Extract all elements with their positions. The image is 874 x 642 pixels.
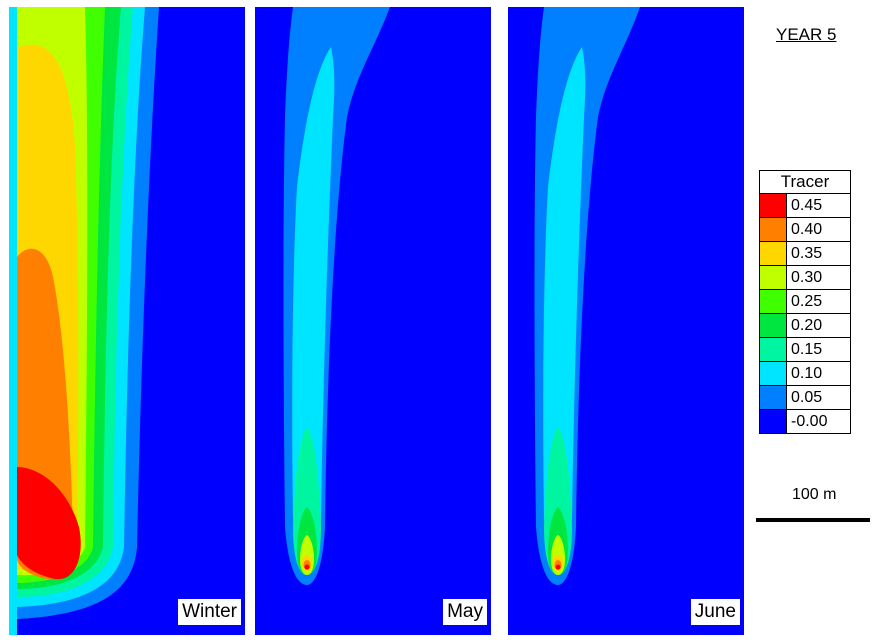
legend-row: 0.40: [760, 218, 850, 242]
legend-value: 0.10: [791, 365, 823, 382]
legend-row: -0.00: [760, 410, 850, 433]
legend-swatch: [760, 290, 787, 313]
legend-title: Tracer: [760, 171, 850, 194]
legend-row: 0.20: [760, 314, 850, 338]
may-plume-map: [255, 7, 491, 635]
panel-may: May: [255, 7, 491, 635]
legend-row: 0.05: [760, 386, 850, 410]
legend-value: 0.40: [791, 221, 823, 238]
legend-row: 0.45: [760, 194, 850, 218]
legend-row: 0.35: [760, 242, 850, 266]
legend-swatch: [760, 242, 787, 265]
legend-value: 0.30: [791, 269, 823, 286]
legend-value: -0.00: [791, 413, 828, 430]
legend-row: 0.30: [760, 266, 850, 290]
panel-winter: Winter: [9, 7, 245, 635]
legend-value: 0.35: [791, 245, 823, 262]
scale-bar: [756, 518, 870, 522]
legend-swatch: [760, 314, 787, 337]
legend-value: 0.20: [791, 317, 823, 334]
legend-swatch: [760, 338, 787, 361]
legend-value: 0.05: [791, 389, 823, 406]
legend-value: 0.45: [791, 197, 823, 214]
legend-swatch: [760, 218, 787, 241]
legend-row: 0.25: [760, 290, 850, 314]
panel-label-june: June: [690, 599, 740, 625]
winter-plume-map: [9, 7, 245, 635]
panel-label-may: May: [443, 599, 487, 625]
legend-swatch: [760, 362, 787, 385]
legend-row: 0.15: [760, 338, 850, 362]
legend-swatch: [760, 410, 787, 433]
legend-swatch: [760, 194, 787, 217]
panel-june: June: [508, 7, 744, 635]
scale-label: 100 m: [792, 486, 837, 503]
legend-value: 0.15: [791, 341, 823, 358]
legend-row: 0.10: [760, 362, 850, 386]
legend-swatch: [760, 266, 787, 289]
legend-swatch: [760, 386, 787, 409]
legend-rows: 0.45 0.40 0.35 0.30 0.25 0.20 0.15 0.10 0.05 -0.0…: [760, 194, 850, 433]
year-title: YEAR 5: [776, 25, 837, 44]
june-plume-map: [508, 7, 744, 635]
legend-value: 0.25: [791, 293, 823, 310]
panel-label-winter: Winter: [178, 599, 241, 625]
tracer-legend: Tracer 0.45 0.40 0.35 0.30 0.25 0.20 0.15 0.10 0…: [759, 170, 851, 434]
